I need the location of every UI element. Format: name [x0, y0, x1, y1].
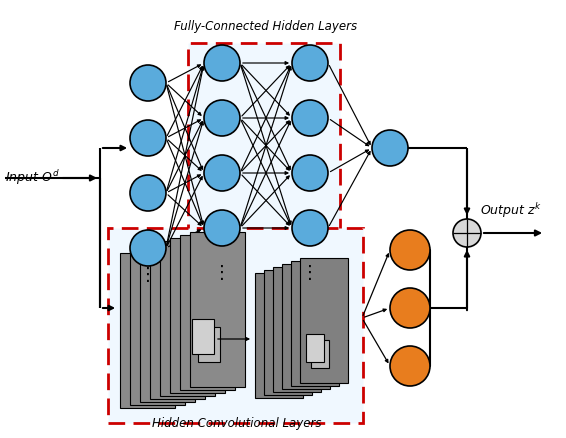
Bar [160, 241, 215, 396]
Bar [180, 235, 235, 390]
Circle shape [292, 45, 328, 81]
Circle shape [453, 219, 481, 247]
Bar [198, 327, 220, 362]
Circle shape [204, 45, 240, 81]
Circle shape [204, 155, 240, 191]
Circle shape [292, 100, 328, 136]
Bar [140, 247, 195, 402]
Text: Hidden Convolutional Layers: Hidden Convolutional Layers [152, 417, 321, 430]
Circle shape [130, 65, 166, 101]
Bar [150, 244, 205, 399]
Circle shape [130, 230, 166, 266]
Circle shape [204, 100, 240, 136]
Bar [108, 228, 363, 423]
Bar [170, 238, 225, 393]
Text: Fully-Connected Hidden Layers: Fully-Connected Hidden Layers [174, 20, 358, 33]
Text: ⋮: ⋮ [139, 266, 157, 284]
Bar [306, 334, 324, 362]
Bar [120, 253, 175, 408]
Bar [188, 43, 340, 258]
Circle shape [130, 175, 166, 211]
Bar [130, 250, 185, 405]
Text: ⋮: ⋮ [301, 264, 319, 282]
Bar [192, 319, 214, 354]
Text: Output $z^k$: Output $z^k$ [480, 201, 542, 220]
Bar [291, 261, 339, 386]
Circle shape [390, 288, 430, 328]
Circle shape [390, 230, 430, 270]
Bar [255, 273, 303, 398]
Bar [264, 270, 312, 395]
Circle shape [390, 346, 430, 386]
Circle shape [372, 130, 408, 166]
Circle shape [292, 210, 328, 246]
Text: Input $O^d$: Input $O^d$ [5, 169, 59, 187]
Bar [282, 264, 330, 389]
Circle shape [204, 210, 240, 246]
Bar [311, 340, 329, 368]
Circle shape [292, 155, 328, 191]
Bar [190, 232, 245, 387]
Bar [300, 258, 348, 383]
Circle shape [130, 120, 166, 156]
Bar [273, 267, 321, 392]
Text: ⋮: ⋮ [213, 264, 231, 282]
